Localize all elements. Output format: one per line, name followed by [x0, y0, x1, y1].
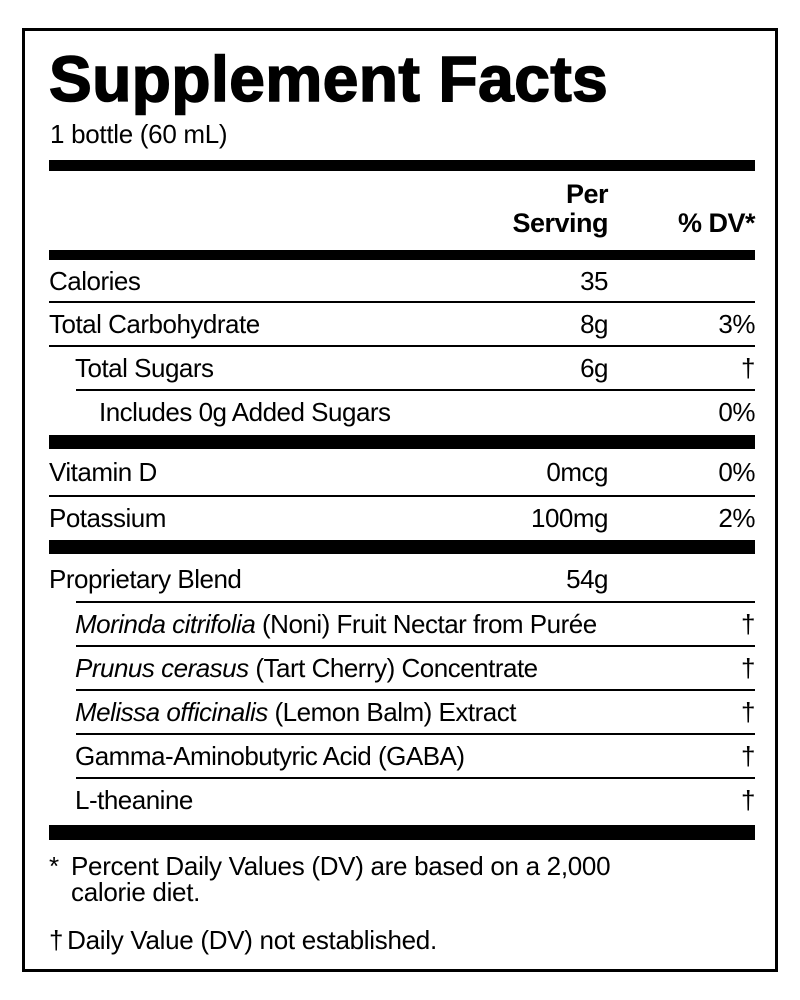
amount: 0mcg	[546, 457, 608, 487]
nutrient-name: Vitamin D	[49, 457, 157, 487]
dv: 0%	[718, 457, 755, 487]
footnote-dagger: † Daily Value (DV) not established.	[49, 927, 437, 953]
row-total-carbohydrate: Total Carbohydrate 8g 3%	[49, 303, 755, 345]
nutrient-name: Proprietary Blend	[49, 564, 242, 594]
dagger: †	[49, 925, 64, 955]
amount: 6g	[580, 353, 608, 383]
row-vitamin-d: Vitamin D 0mcg 0%	[49, 451, 755, 493]
serving-label: Serving	[512, 208, 608, 238]
nutrient-name: Total Sugars	[75, 353, 214, 383]
dv: †	[741, 609, 755, 639]
per-label: Per	[565, 179, 609, 209]
panel-title: Supplement Facts	[48, 43, 609, 115]
dv: †	[741, 741, 755, 771]
footnote-line: calorie diet.	[71, 877, 201, 907]
supplement-facts-panel: Supplement Facts 1 bottle (60 mL) Per Ser…	[22, 28, 778, 972]
blend-item: Morinda citrifolia (Noni) Fruit Nectar f…	[49, 603, 755, 645]
ingredient-name: Prunus cerasus (Tart Cherry) Concentrate	[75, 647, 538, 689]
common-name: (Noni) Fruit Nectar from Purée	[255, 609, 597, 639]
row-calories: Calories 35	[49, 260, 755, 302]
dv: †	[741, 785, 755, 815]
row-potassium: Potassium 100mg 2%	[49, 497, 755, 539]
asterisk: *	[49, 851, 59, 881]
thick-divider	[49, 540, 755, 554]
column-header: Per Serving % DV*	[49, 176, 755, 246]
divider	[76, 645, 755, 647]
divider	[49, 301, 755, 303]
amount: 100mg	[531, 503, 609, 533]
thick-divider	[49, 825, 755, 840]
divider	[76, 777, 755, 779]
nutrient-name: Includes 0g Added Sugars	[99, 397, 391, 427]
amount: 54g	[566, 564, 608, 594]
ingredient-name: Melissa officinalis (Lemon Balm) Extract	[75, 691, 516, 733]
amount: 8g	[580, 309, 608, 339]
ingredient-name: Morinda citrifolia (Noni) Fruit Nectar f…	[75, 603, 597, 645]
thick-divider	[49, 160, 755, 171]
common-name: Gamma-Aminobutyric Acid (GABA)	[75, 741, 465, 771]
common-name: L-theanine	[75, 785, 193, 815]
serving-size: 1 bottle (60 mL)	[50, 119, 228, 149]
dv: †	[741, 653, 755, 683]
divider	[76, 389, 755, 391]
row-proprietary-blend: Proprietary Blend 54g	[49, 558, 755, 600]
amount: 35	[580, 266, 608, 296]
dv-header: % DV*	[677, 208, 756, 238]
common-name: (Tart Cherry) Concentrate	[248, 653, 538, 683]
blend-item: Melissa officinalis (Lemon Balm) Extract…	[49, 691, 755, 733]
nutrient-name: Calories	[49, 266, 141, 296]
divider	[49, 495, 755, 497]
divider	[76, 733, 755, 735]
row-total-sugars: Total Sugars 6g †	[49, 347, 755, 389]
dv: 3%	[718, 309, 755, 339]
thick-divider	[49, 435, 755, 449]
divider	[76, 689, 755, 691]
blend-item: L-theanine †	[49, 779, 755, 821]
dv: †	[741, 697, 755, 727]
dv: 2%	[718, 503, 755, 533]
ingredient-name: L-theanine	[75, 779, 193, 821]
nutrient-name: Potassium	[49, 503, 166, 533]
latin-name: Morinda citrifolia	[75, 609, 256, 639]
thick-divider	[49, 250, 755, 260]
row-added-sugars: Includes 0g Added Sugars 0%	[49, 391, 755, 433]
latin-name: Prunus cerasus	[75, 653, 249, 683]
ingredient-name: Gamma-Aminobutyric Acid (GABA)	[75, 735, 465, 777]
dv: †	[741, 353, 755, 383]
dv: 0%	[718, 397, 755, 427]
footnote-line: Percent Daily Values (DV) are based on a…	[71, 851, 611, 881]
nutrient-name: Total Carbohydrate	[49, 309, 260, 339]
footnote-line: Daily Value (DV) not established.	[67, 925, 437, 955]
per-serving-header: Per Serving	[512, 180, 608, 238]
blend-item: Prunus cerasus (Tart Cherry) Concentrate…	[49, 647, 755, 689]
latin-name: Melissa officinalis	[75, 697, 268, 727]
common-name: (Lemon Balm) Extract	[267, 697, 517, 727]
divider	[76, 601, 755, 603]
blend-item: Gamma-Aminobutyric Acid (GABA) †	[49, 735, 755, 777]
divider	[49, 345, 755, 347]
